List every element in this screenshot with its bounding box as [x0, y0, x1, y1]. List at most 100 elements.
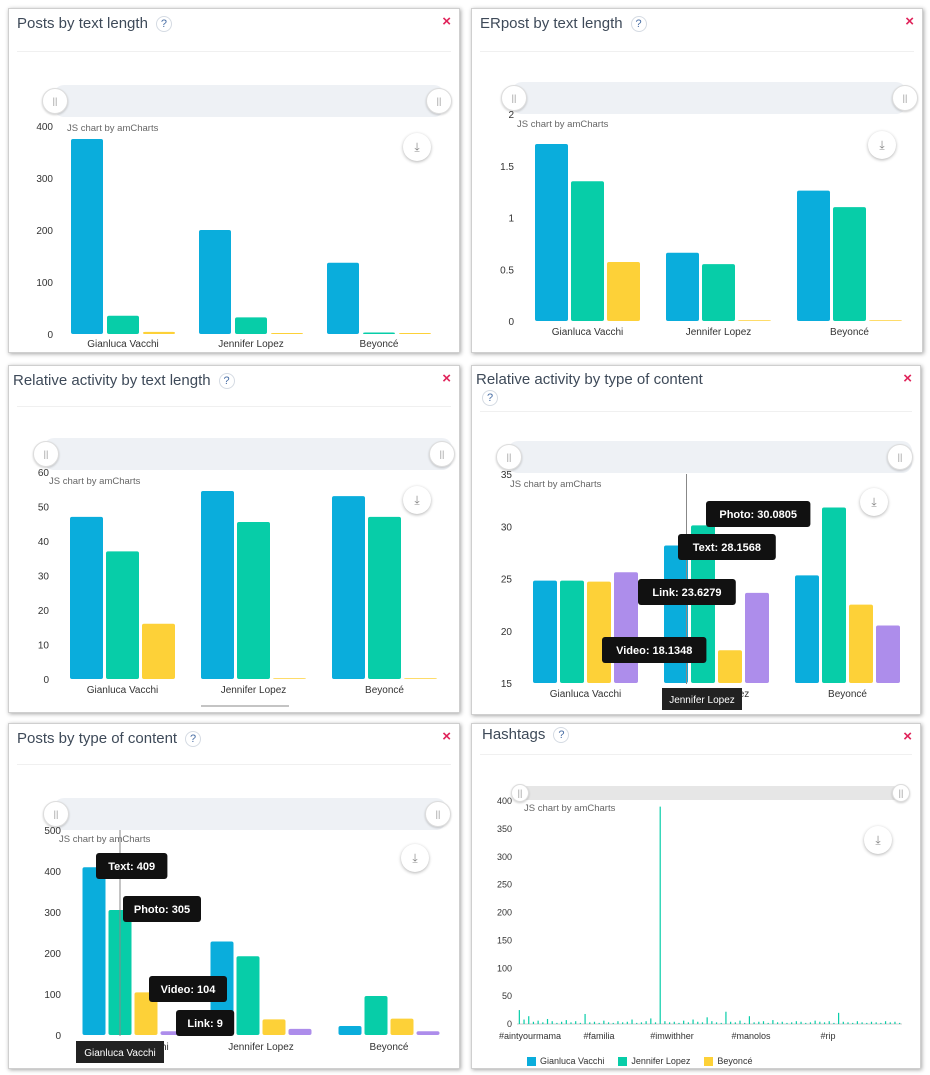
download-icon[interactable]: ⤓	[868, 131, 896, 159]
x-tick-label: Beyoncé	[370, 1042, 409, 1053]
bar	[745, 592, 769, 683]
tooltip-label: Text: 28.1568	[693, 542, 761, 554]
y-tick-label: 300	[36, 174, 53, 185]
scrollbar-left-grip[interactable]: ||	[43, 801, 69, 827]
bar	[327, 262, 359, 334]
bar	[363, 332, 395, 334]
bar	[533, 580, 557, 683]
close-icon[interactable]: ×	[903, 728, 912, 745]
scrollbar-right-grip[interactable]: ||	[892, 85, 918, 111]
bar	[271, 333, 303, 334]
legend-swatch	[527, 1056, 536, 1066]
close-icon[interactable]: ×	[442, 370, 451, 387]
y-tick-label: 200	[36, 226, 53, 237]
y-tick-label: 500	[44, 826, 61, 837]
x-tick-label: Gianluca Vacchi	[87, 685, 159, 696]
bar	[560, 580, 584, 683]
scrollbar-right-grip[interactable]: ||	[429, 441, 455, 467]
amcharts-credit[interactable]: JS chart by amCharts	[524, 803, 616, 814]
amcharts-credit[interactable]: JS chart by amCharts	[49, 476, 141, 487]
x-tick-label: Beyoncé	[365, 685, 404, 696]
bar	[236, 956, 260, 1035]
help-icon[interactable]: ?	[630, 15, 647, 32]
help-icon[interactable]: ?	[218, 372, 235, 389]
legend-label: Beyoncé	[717, 1056, 753, 1066]
bar	[614, 572, 638, 683]
x-tick-label: #aintyourmama	[499, 1031, 561, 1041]
bar	[822, 507, 846, 683]
y-tick-label: 30	[38, 572, 50, 583]
help-icon[interactable]: ?	[482, 390, 498, 406]
scrollbar-left-grip[interactable]: ||	[42, 88, 68, 114]
scrollbar-right-grip[interactable]: ||	[426, 88, 452, 114]
legend-label: Gianluca Vacchi	[540, 1056, 605, 1066]
amcharts-credit[interactable]: JS chart by amCharts	[67, 123, 159, 134]
close-icon[interactable]: ×	[442, 728, 451, 745]
bar	[332, 496, 365, 679]
bar	[416, 1031, 440, 1035]
scrollbar-left-grip[interactable]: ||	[511, 784, 529, 802]
tooltip	[176, 1010, 235, 1036]
scrollbar-left-grip[interactable]: ||	[496, 444, 522, 470]
panel-relative-type-content: Relative activity by type of content? × …	[471, 365, 921, 715]
download-icon[interactable]: ⤓	[403, 486, 431, 514]
close-icon[interactable]: ×	[442, 13, 451, 30]
y-tick-label: 50	[38, 503, 50, 514]
scrollbar-right-grip[interactable]: ||	[892, 784, 910, 802]
legend-item[interactable]: Beyoncé	[704, 1056, 752, 1066]
bar	[797, 190, 830, 321]
tooltip-label: Text: 409	[108, 861, 155, 873]
close-icon[interactable]: ×	[903, 370, 912, 387]
panel-title: Relative activity by text length	[13, 372, 211, 389]
scrollbar-left-grip[interactable]: ||	[33, 441, 59, 467]
amcharts-credit[interactable]: JS chart by amCharts	[510, 479, 602, 490]
tooltip-label: Photo: 30.0805	[719, 509, 797, 521]
download-icon[interactable]: ⤓	[403, 133, 431, 161]
y-tick-label: 150	[497, 935, 512, 945]
bar	[288, 1028, 312, 1035]
bar	[142, 623, 175, 679]
chart-relative-type-content: 15 20 25 30 35 Gianluca Vacchi Jennifer Lopez B…	[501, 470, 900, 710]
panel-title: Relative activity by type of content	[476, 371, 703, 388]
category-tooltip-label: Gianluca Vacchi	[84, 1048, 156, 1059]
x-tick-label: Beyoncé	[828, 689, 867, 700]
chart-scrollbar[interactable]	[512, 82, 906, 114]
y-tick-label: 0	[508, 317, 514, 328]
legend-item[interactable]: Gianluca Vacchi	[527, 1056, 604, 1066]
help-icon[interactable]: ?	[185, 730, 202, 747]
chart-scrollbar[interactable]	[520, 786, 900, 800]
amcharts-credit[interactable]: JS chart by amCharts	[59, 834, 151, 845]
amcharts-credit[interactable]: JS chart by amCharts	[517, 119, 609, 130]
chart-scrollbar[interactable]	[508, 441, 912, 473]
chart-scrollbar[interactable]	[54, 798, 446, 830]
x-tick-label: #rip	[820, 1031, 835, 1041]
tooltip-label: Video: 104	[161, 984, 217, 996]
bar	[587, 581, 611, 683]
download-icon[interactable]: ⤓	[401, 844, 429, 872]
y-tick-label: 0	[47, 330, 53, 341]
legend-swatch	[618, 1056, 628, 1066]
legend-item[interactable]: Jennifer Lopez	[618, 1056, 690, 1066]
bar	[738, 320, 771, 321]
help-icon[interactable]: ?	[155, 15, 172, 32]
close-icon[interactable]: ×	[905, 13, 914, 30]
category-tooltip-label: Jennifer Lopez	[669, 695, 735, 706]
category-tooltip	[662, 688, 742, 710]
download-icon[interactable]: ⤓	[860, 488, 888, 516]
scrollbar-right-grip[interactable]: ||	[887, 444, 913, 470]
chart-scrollbar[interactable]	[54, 85, 444, 117]
help-icon[interactable]: ?	[553, 726, 570, 743]
panel-relative-text-length: Relative activity by text length? × || |…	[8, 365, 460, 713]
bar	[106, 551, 139, 679]
y-tick-label: 1	[508, 214, 514, 225]
panel-hashtags: Hashtags? × || || JS chart by amCharts ⤓…	[471, 723, 921, 1069]
y-tick-label: 0	[507, 1019, 512, 1029]
chart-scrollbar[interactable]	[44, 438, 452, 470]
y-tick-label: 100	[36, 278, 53, 289]
scrollbar-left-grip[interactable]: ||	[501, 85, 527, 111]
download-icon[interactable]: ⤓	[864, 826, 892, 854]
tooltip	[602, 637, 707, 663]
scrollbar-right-grip[interactable]: ||	[425, 801, 451, 827]
bar	[107, 315, 139, 334]
bar	[702, 264, 735, 321]
